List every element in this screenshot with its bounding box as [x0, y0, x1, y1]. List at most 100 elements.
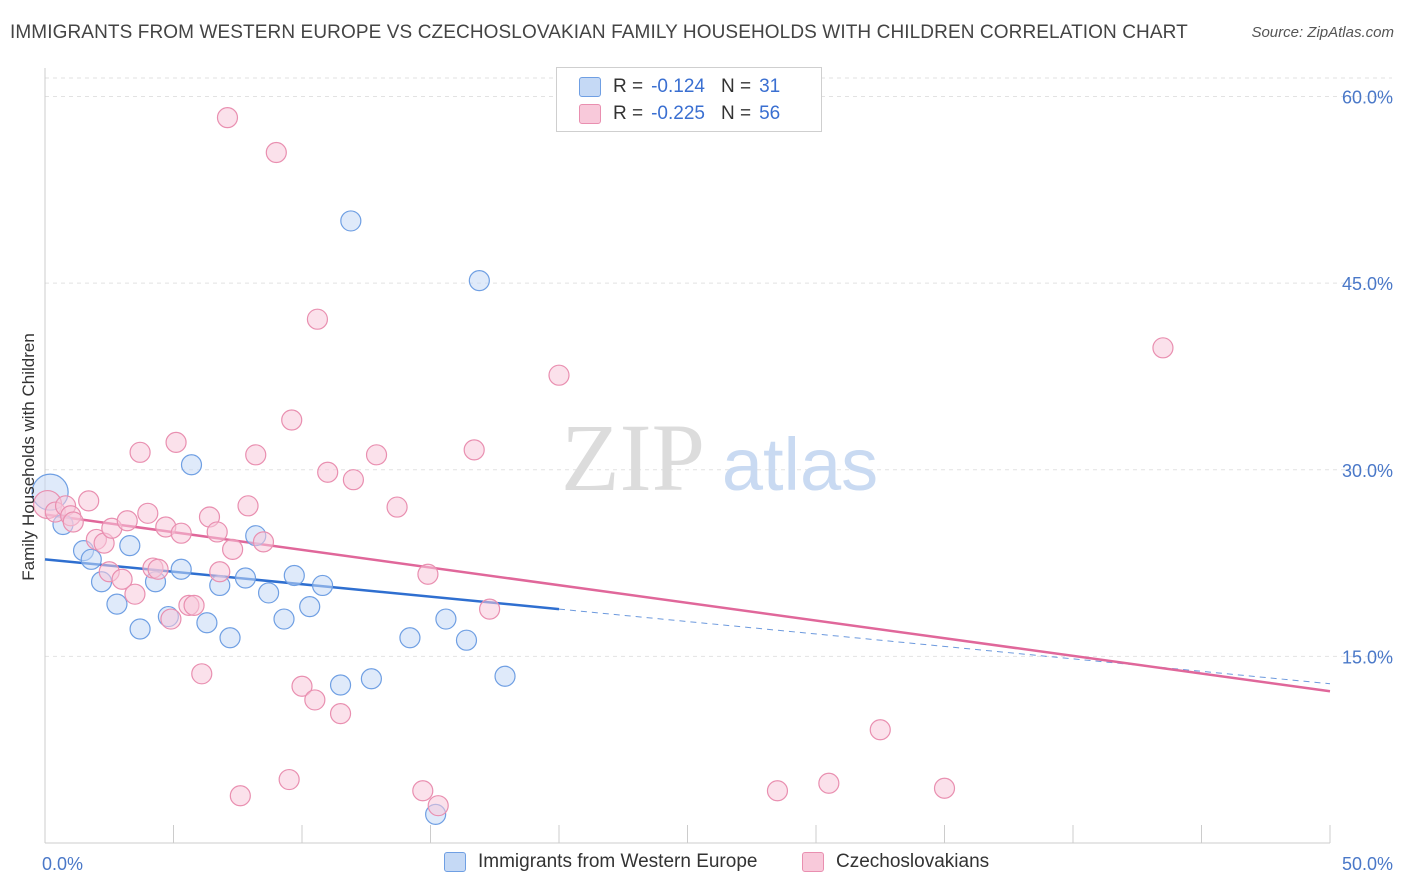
point-czechoslovakian — [463, 439, 485, 461]
legend-row-western-europe: R = -0.124 N = 31 — [579, 74, 780, 100]
point-western-europe — [494, 665, 516, 687]
legend-swatch-pink — [579, 104, 601, 124]
y-tick-label: 45.0% — [1342, 274, 1393, 294]
legend-r-label: R = — [613, 103, 644, 124]
point-czechoslovakian — [412, 780, 434, 802]
point-western-europe — [119, 535, 141, 557]
point-czechoslovakian — [417, 563, 439, 585]
legend-n-label: N = — [720, 76, 752, 97]
legend-label-western-europe: Immigrants from Western Europe — [478, 851, 758, 872]
point-western-europe — [273, 608, 295, 630]
point-western-europe — [219, 627, 241, 649]
point-western-europe — [455, 629, 478, 651]
point-czechoslovakian — [165, 431, 187, 453]
watermark-zip: ZIP — [561, 404, 705, 511]
point-czechoslovakian — [306, 308, 329, 330]
y-axis-label: Family Households with Children — [19, 333, 38, 581]
series-legend: Immigrants from Western Europe Czechoslo… — [0, 851, 1406, 877]
point-czechoslovakian — [427, 795, 449, 817]
legend-r-value: -0.124 — [651, 76, 705, 97]
point-czechoslovakian — [252, 531, 275, 553]
point-czechoslovakian — [304, 689, 326, 711]
point-western-europe — [435, 608, 457, 630]
point-czechoslovakian — [818, 772, 840, 794]
trend-line-western-europe-extension — [558, 608, 1331, 685]
point-czechoslovakian — [365, 444, 388, 466]
point-czechoslovakian — [209, 561, 231, 583]
legend-item-czechoslovakians[interactable]: Czechoslovakians — [802, 851, 989, 873]
point-czechoslovakian — [78, 490, 100, 512]
point-czechoslovakian — [278, 768, 300, 791]
point-czechoslovakian — [129, 441, 151, 463]
chart-title: IMMIGRANTS FROM WESTERN EUROPE VS CZECHO… — [10, 22, 1188, 43]
point-western-europe — [196, 612, 218, 634]
point-czechoslovakian — [116, 510, 138, 532]
point-czechoslovakian — [222, 538, 244, 560]
source-credit: Source: ZipAtlas.com — [1251, 24, 1394, 41]
point-czechoslovakian — [386, 496, 408, 518]
point-western-europe — [234, 567, 257, 589]
watermark-atlas: atlas — [722, 423, 878, 506]
point-western-europe — [360, 668, 382, 690]
point-czechoslovakian — [933, 777, 956, 799]
x-tick-label-max: 50.0% — [1342, 854, 1393, 874]
point-czechoslovakian — [237, 495, 259, 517]
x-tick-label-min: 0.0% — [42, 854, 83, 874]
legend-n-value: 31 — [759, 76, 781, 97]
point-czechoslovakian — [216, 107, 239, 129]
point-czechoslovakian — [111, 568, 133, 590]
legend-n-label: N = — [720, 103, 752, 124]
point-czechoslovakian — [548, 364, 570, 386]
legend-r-value: -0.225 — [651, 103, 705, 124]
point-czechoslovakian — [62, 511, 84, 533]
trend-line-western-europe — [44, 558, 560, 611]
point-western-europe — [468, 270, 490, 292]
legend-row-czechoslovakians: R = -0.225 N = 56 — [579, 101, 780, 127]
point-czechoslovakian — [265, 141, 287, 164]
point-western-europe — [329, 674, 352, 696]
point-czechoslovakian — [1152, 337, 1174, 359]
legend-swatch-pink — [802, 852, 824, 872]
legend-swatch-blue — [579, 77, 601, 97]
point-czechoslovakian — [160, 608, 182, 630]
legend-label-czechoslovakians: Czechoslovakians — [836, 851, 990, 872]
point-czechoslovakian — [291, 675, 313, 697]
point-czechoslovakian — [342, 469, 364, 491]
point-czechoslovakian — [245, 444, 267, 466]
point-czechoslovakian — [229, 785, 251, 807]
axis-labels: 15.0% 30.0% 45.0% 60.0% 0.0% 50.0% Family Hous… — [19, 88, 1393, 875]
point-czechoslovakian — [869, 719, 891, 741]
point-czechoslovakian — [191, 663, 213, 685]
point-czechoslovakian — [329, 703, 352, 725]
point-western-europe — [311, 574, 334, 597]
point-western-europe — [106, 593, 128, 615]
legend-r-label: R = — [613, 76, 644, 97]
point-czechoslovakian — [766, 780, 789, 802]
stats-legend: R = -0.124 N = 31 R = -0.225 N = 56 — [556, 67, 822, 132]
watermark: ZIP atlas — [561, 404, 878, 511]
y-tick-label: 15.0% — [1342, 647, 1393, 667]
point-western-europe — [80, 548, 102, 570]
point-czechoslovakian — [147, 558, 169, 580]
point-czechoslovakian — [124, 583, 146, 605]
point-western-europe — [399, 627, 421, 649]
point-czechoslovakian — [281, 409, 303, 431]
point-czechoslovakian — [183, 594, 205, 616]
axes — [44, 68, 1331, 844]
y-tick-label: 30.0% — [1342, 461, 1393, 481]
legend-swatch-blue — [444, 852, 466, 872]
point-western-europe — [170, 558, 192, 580]
point-czechoslovakian — [206, 521, 228, 543]
point-czechoslovakian — [317, 461, 339, 483]
data-points — [31, 107, 1174, 825]
point-western-europe — [129, 618, 151, 640]
legend-n-value: 56 — [759, 103, 781, 124]
point-western-europe — [257, 582, 280, 604]
point-western-europe — [283, 564, 305, 587]
point-czechoslovakian — [170, 522, 192, 544]
legend-item-western-europe[interactable]: Immigrants from Western Europe — [444, 851, 757, 873]
y-tick-label: 60.0% — [1342, 88, 1393, 108]
point-czechoslovakian — [479, 598, 501, 620]
point-western-europe — [180, 454, 203, 476]
